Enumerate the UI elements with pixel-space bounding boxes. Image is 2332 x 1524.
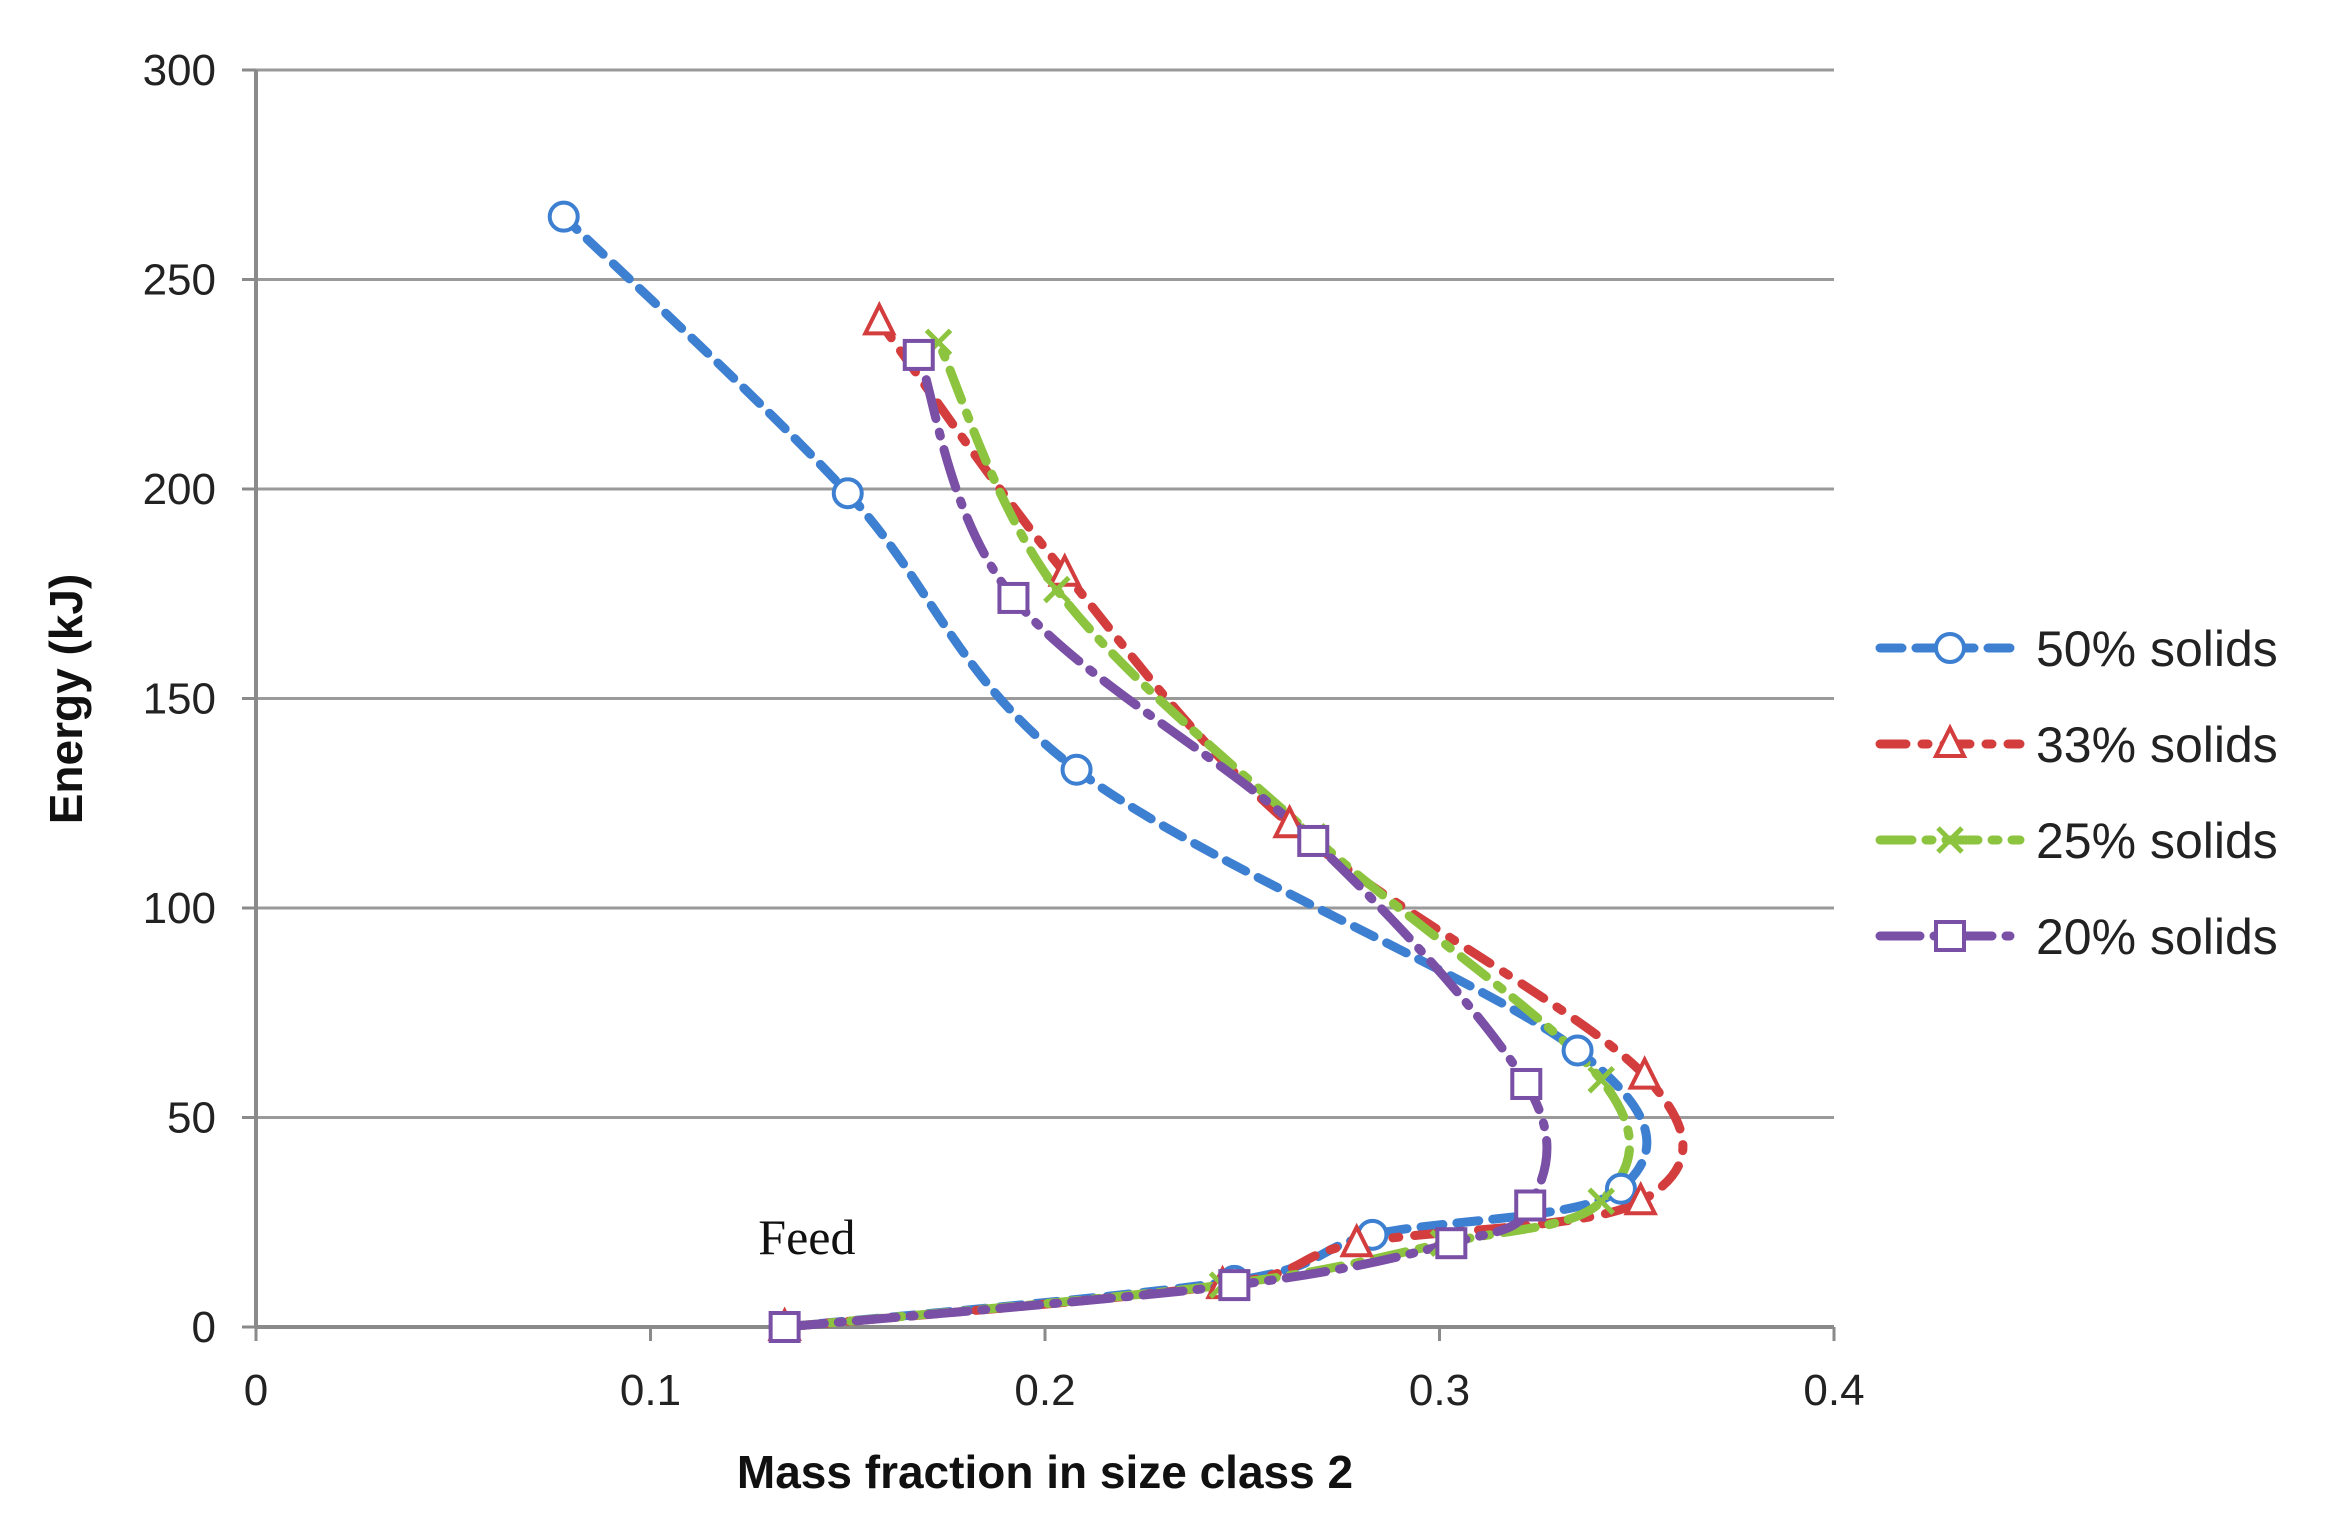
series-line-33-solids [780, 316, 1688, 1332]
legend-marker-2 [1936, 826, 1964, 854]
y-tick-label: 100 [143, 884, 216, 933]
data-point [1627, 1055, 1662, 1090]
data-point [1561, 1034, 1594, 1067]
y-tick-label: 300 [143, 46, 216, 95]
y-tick-labels: 0 50 100 150 200 250 300 [143, 46, 216, 1352]
series-markers [547, 200, 1662, 1343]
data-point [1604, 1172, 1637, 1205]
axes [242, 68, 1836, 1341]
legend: 50% solids 33% solids 25% solids 20% solids [1875, 621, 2278, 965]
data-point [1339, 1222, 1374, 1258]
legend-label: 20% solids [2036, 909, 2278, 965]
legend-label: 50% solids [2036, 621, 2278, 677]
x-tick-label: 0 [244, 1366, 268, 1415]
data-point [768, 1311, 801, 1343]
series-line-20-solids [780, 350, 1552, 1332]
data-point [1510, 1067, 1543, 1100]
data-point [902, 338, 935, 371]
x-tick-label: 0.3 [1409, 1366, 1470, 1415]
data-point [1297, 824, 1330, 857]
x-tick-label: 0.4 [1803, 1366, 1864, 1415]
series-lines [559, 212, 1688, 1332]
y-tick-label: 250 [143, 256, 216, 305]
data-point [547, 200, 580, 233]
data-point [831, 477, 864, 510]
data-point [1272, 803, 1307, 839]
legend-marker-3 [1934, 920, 1966, 952]
x-tick-label: 0.1 [620, 1366, 681, 1415]
legend-label: 33% solids [2036, 717, 2278, 773]
legend-label: 25% solids [2036, 813, 2278, 869]
legend-marker-0 [1934, 632, 1966, 664]
y-axis-title: Energy (kJ) [40, 574, 92, 825]
data-point [1043, 575, 1071, 604]
y-tick-label: 50 [167, 1094, 216, 1143]
data-point [1514, 1189, 1547, 1222]
data-point [1587, 1187, 1616, 1216]
legend-marker-1 [1932, 723, 1968, 758]
data-point [1623, 1180, 1658, 1216]
data-point [1435, 1227, 1468, 1260]
gridlines [256, 68, 1834, 1119]
annotation-feed: Feed [758, 1209, 855, 1265]
x-tick-label: 0.2 [1014, 1366, 1075, 1415]
data-point [997, 581, 1030, 614]
data-point [1587, 1066, 1616, 1094]
y-tick-label: 150 [143, 675, 216, 724]
data-point [862, 300, 897, 336]
series-line-50-solids [559, 212, 1652, 1332]
data-point [1218, 1269, 1251, 1302]
y-tick-label: 200 [143, 465, 216, 514]
x-tick-labels: 0 0.1 0.2 0.3 0.4 [244, 1366, 1865, 1415]
x-axis-title: Mass fraction in size class 2 [737, 1446, 1353, 1498]
y-tick-label: 0 [192, 1303, 216, 1352]
data-point [1060, 753, 1093, 786]
